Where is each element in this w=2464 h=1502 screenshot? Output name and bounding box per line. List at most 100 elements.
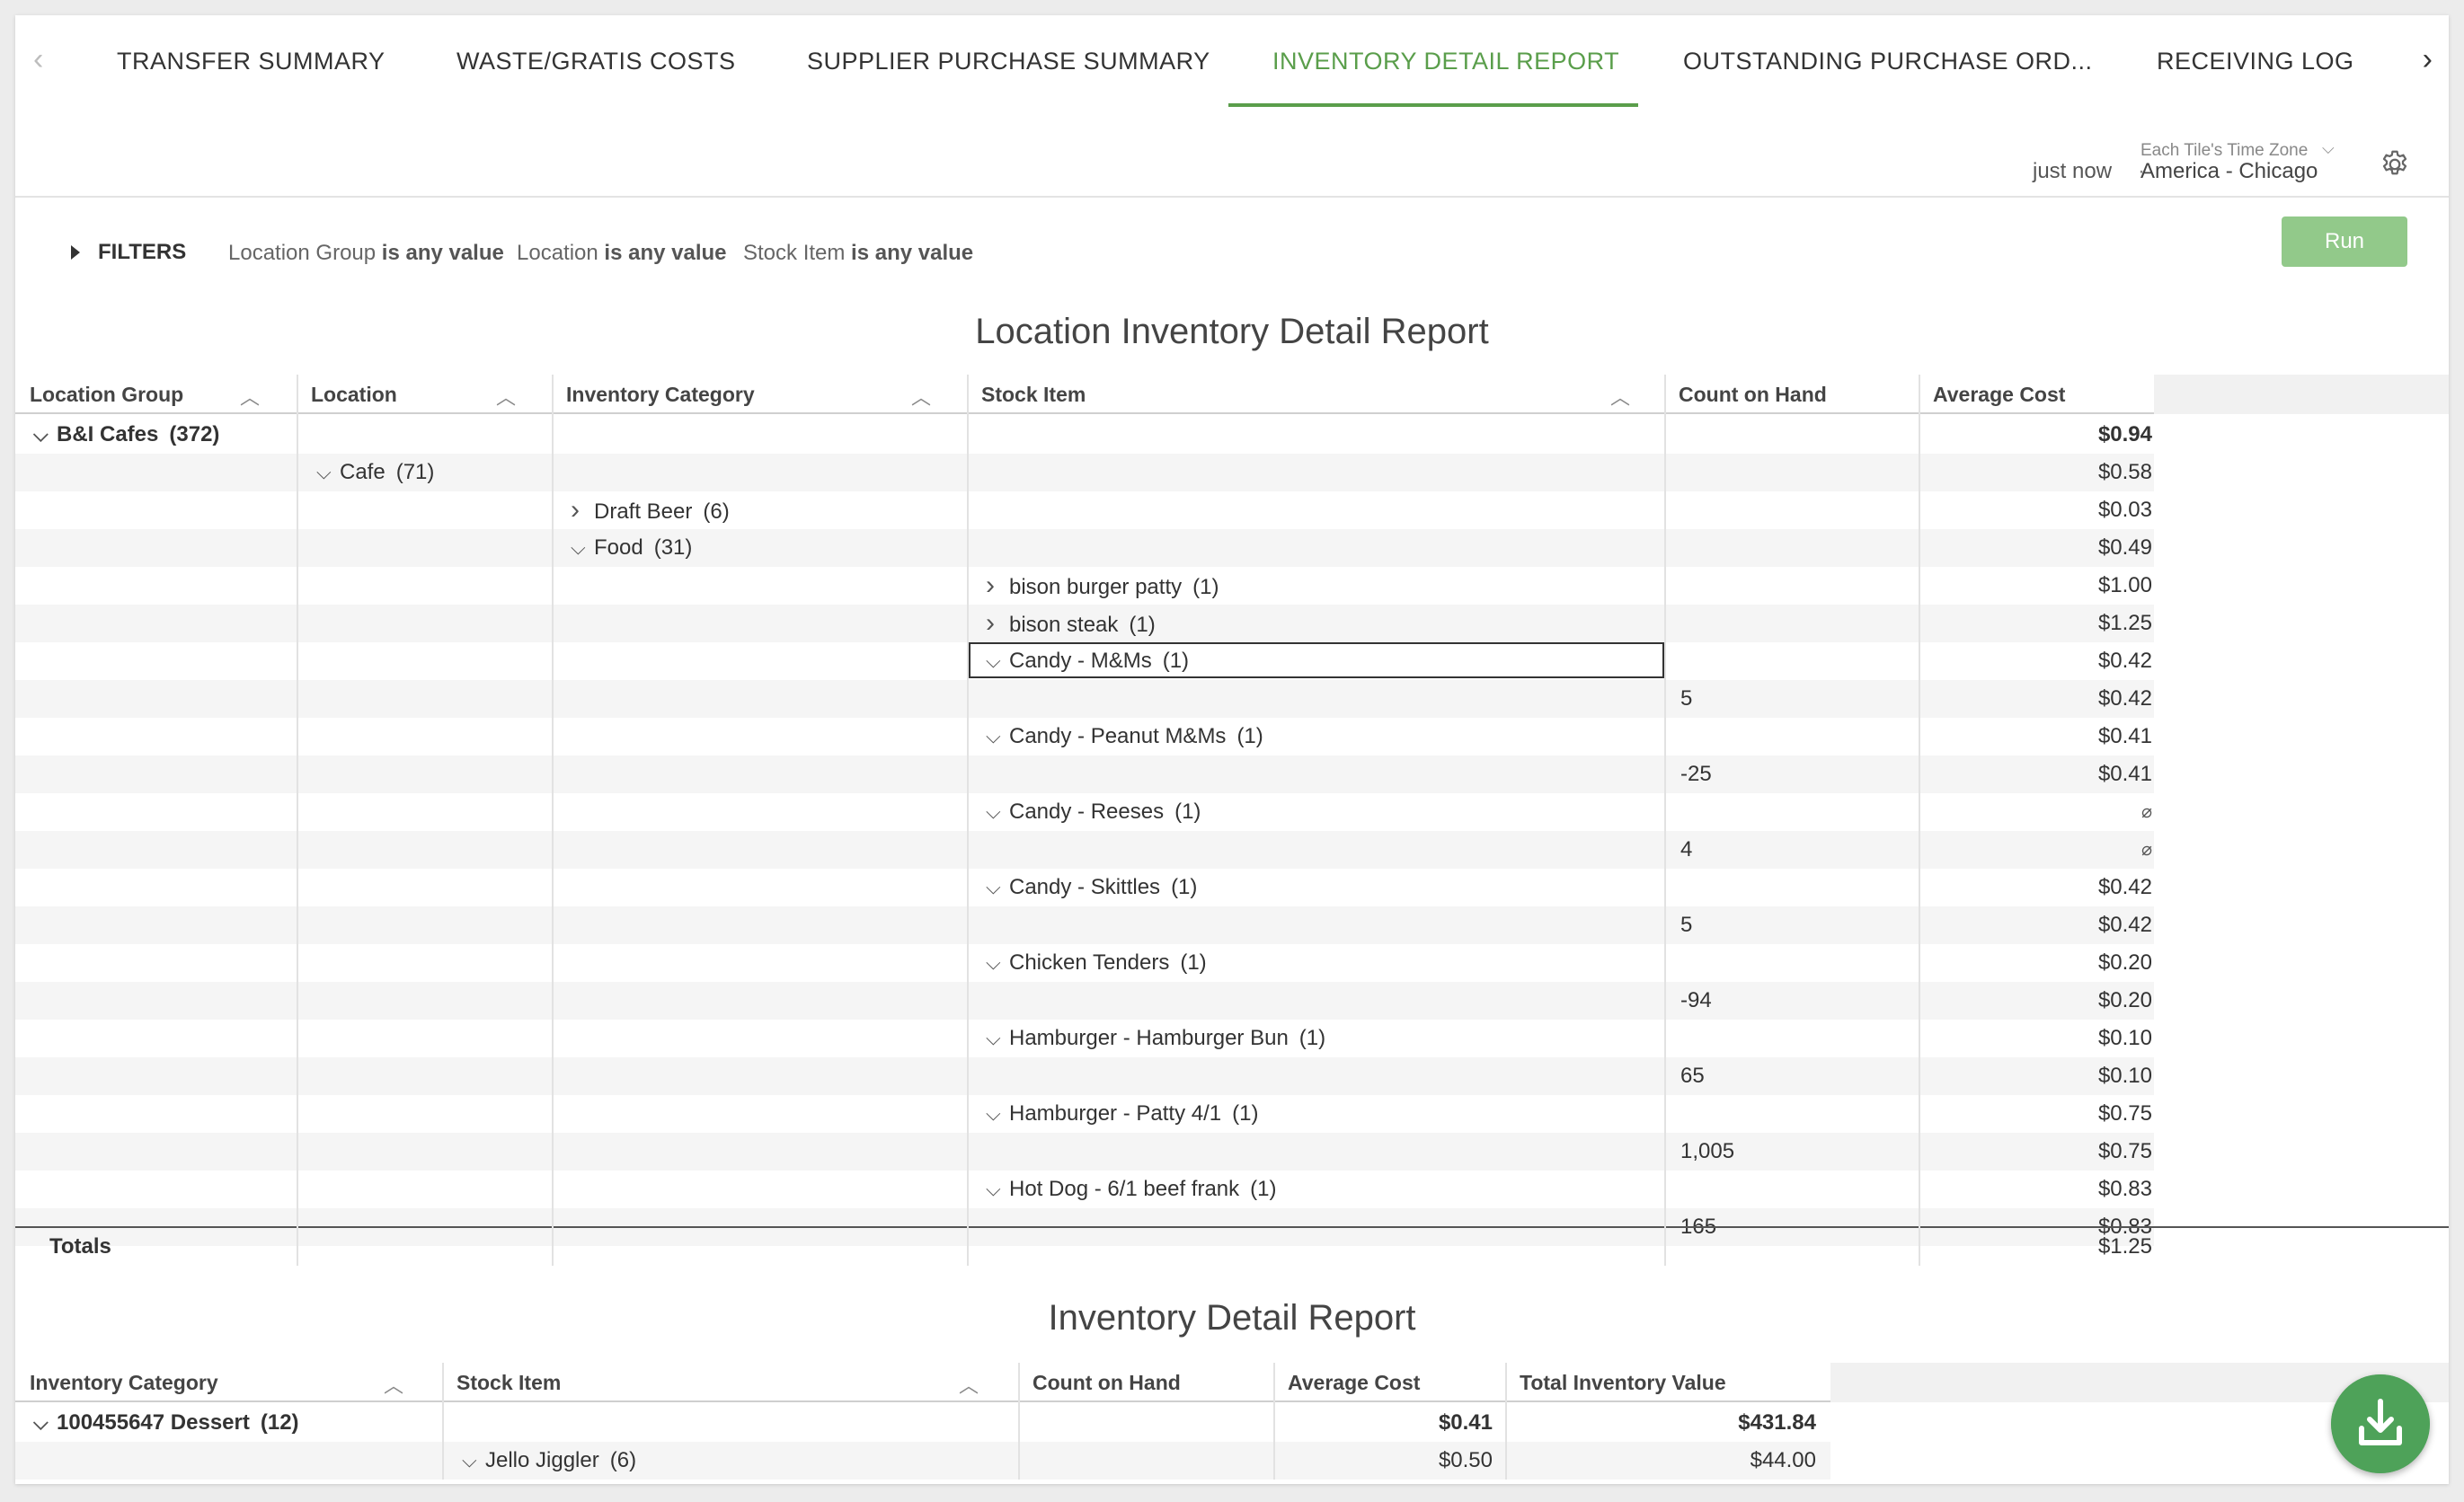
total-inventory-value: $44.00 bbox=[1750, 1448, 1816, 1472]
run-button[interactable]: Run bbox=[2282, 216, 2407, 267]
chevron-down-icon[interactable]: ⌵ bbox=[986, 1027, 1001, 1049]
col-header[interactable]: Total Inventory Value bbox=[1520, 1371, 1726, 1394]
stock-item-count: (1) bbox=[1162, 649, 1190, 673]
filter-location[interactable]: Location is any value bbox=[517, 241, 727, 265]
table-row: ⌵ Candy - Peanut M&Ms (1) $0.41 bbox=[15, 718, 2154, 755]
count-on-hand: 5 bbox=[1680, 913, 1693, 937]
chevron-down-icon[interactable]: ⌵ bbox=[986, 649, 1001, 672]
stock-item-label: Candy - Skittles bbox=[1009, 875, 1161, 899]
sort-caret-icon[interactable]: ︿ bbox=[384, 1374, 404, 1397]
sort-caret-icon[interactable]: ︿ bbox=[1610, 386, 1631, 409]
average-cost: $0.03 bbox=[2097, 498, 2152, 522]
chevron-down-icon[interactable]: ⌵ bbox=[2322, 139, 2335, 157]
table-row: ⌵ Chicken Tenders (1) $0.20 bbox=[15, 944, 2154, 982]
tab-receiving-log[interactable]: RECEIVING LOG bbox=[2157, 48, 2354, 75]
download-icon[interactable] bbox=[2331, 1374, 2430, 1473]
column-divider bbox=[1273, 1363, 1275, 1480]
tab-supplier-purchase-summary[interactable]: SUPPLIER PURCHASE SUMMARY bbox=[807, 48, 1210, 75]
tab-transfer-summary[interactable]: TRANSFER SUMMARY bbox=[117, 48, 386, 75]
stock-item-cell: › bison steak (1) bbox=[986, 605, 1651, 642]
table-row: › bison steak (1) $1.25 bbox=[15, 605, 2154, 642]
average-cost: $1.25 bbox=[2097, 611, 2152, 635]
chevron-down-icon[interactable]: ⌵ bbox=[986, 1178, 1001, 1200]
report2-title: Inventory Detail Report bbox=[1048, 1298, 1416, 1338]
filter-stock-item[interactable]: Stock Item is any value bbox=[743, 241, 974, 265]
timezone-label[interactable]: Each Tile's Time Zone bbox=[2140, 141, 2309, 160]
column-divider bbox=[552, 375, 554, 1266]
sort-caret-icon[interactable]: ︿ bbox=[240, 386, 261, 409]
table-row: -94 $0.20 bbox=[15, 982, 2154, 1020]
col-header[interactable]: Stock Item bbox=[981, 383, 1086, 406]
stock-item-count: (1) bbox=[1180, 950, 1207, 975]
table-row: 65 $0.10 bbox=[15, 1057, 2154, 1095]
table-row: ⌵ 100455647 Dessert (12) $0.41 $431.84 bbox=[15, 1404, 1830, 1442]
chevron-down-icon[interactable]: ⌵ bbox=[316, 461, 332, 483]
chevron-down-icon[interactable]: ⌵ bbox=[986, 876, 1001, 898]
col-header[interactable]: Count on Hand bbox=[1679, 383, 1827, 406]
chevron-down-icon[interactable]: ⌵ bbox=[986, 800, 1001, 823]
stock-item-label: Candy - M&Ms bbox=[1009, 649, 1152, 673]
filters-caret-icon[interactable] bbox=[71, 245, 80, 260]
chevron-down-icon[interactable]: ⌵ bbox=[986, 1102, 1001, 1125]
col-header[interactable]: Location bbox=[311, 383, 397, 406]
sort-caret-icon[interactable]: ︿ bbox=[496, 386, 517, 409]
chevron-down-icon[interactable]: ⌵ bbox=[986, 951, 1001, 974]
tab-inventory-detail-report[interactable]: INVENTORY DETAIL REPORT bbox=[1272, 48, 1620, 75]
location-cell: ⌵ Cafe (71) bbox=[316, 454, 550, 491]
tab-next-arrow-icon[interactable]: › bbox=[2422, 42, 2433, 76]
location-label: Cafe bbox=[340, 460, 386, 484]
col-header[interactable]: Location Group bbox=[30, 383, 184, 406]
selected-cell-outline bbox=[969, 642, 1664, 678]
filters-toggle[interactable]: FILTERS bbox=[98, 240, 187, 264]
chevron-down-icon[interactable]: ⌵ bbox=[33, 1411, 49, 1434]
average-cost: $1.00 bbox=[2097, 573, 2152, 597]
average-cost: $0.20 bbox=[2097, 950, 2152, 975]
gear-icon[interactable] bbox=[2379, 148, 2411, 181]
timezone-value[interactable]: America - Chicago bbox=[2140, 159, 2318, 183]
tab-prev-arrow-icon[interactable]: ‹ bbox=[33, 42, 44, 76]
category-count: (31) bbox=[653, 535, 693, 560]
col-header[interactable]: Average Cost bbox=[1933, 383, 2066, 406]
table-row: ⌵ B&I Cafes (372) $0.94 bbox=[15, 416, 2154, 454]
category-label: Draft Beer bbox=[594, 499, 693, 524]
table-row: ⌵ Jello Jiggler (6) $0.50 $44.00 bbox=[15, 1442, 1830, 1480]
filter-location-group[interactable]: Location Group is any value bbox=[228, 241, 504, 265]
average-cost: $0.50 bbox=[1438, 1448, 1493, 1472]
stock-item-count: (1) bbox=[1250, 1177, 1277, 1201]
stock-item-cell: ⌵ Hamburger - Patty 4/1 (1) bbox=[986, 1095, 1651, 1133]
chevron-right-icon[interactable]: › bbox=[986, 570, 995, 600]
chevron-right-icon[interactable]: › bbox=[571, 495, 580, 525]
stock-item-cell: › bison burger patty (1) bbox=[986, 567, 1651, 605]
col-header[interactable]: Average Cost bbox=[1288, 1371, 1421, 1394]
sort-caret-icon[interactable]: ︿ bbox=[911, 386, 932, 409]
table-row: › bison burger patty (1) $1.00 bbox=[15, 567, 2154, 605]
chevron-down-icon[interactable]: ⌵ bbox=[33, 423, 49, 446]
col-header[interactable]: Inventory Category bbox=[566, 383, 755, 406]
table-row: 1,005 $0.75 bbox=[15, 1133, 2154, 1171]
count-on-hand: 65 bbox=[1680, 1064, 1705, 1088]
average-cost: $0.41 bbox=[2097, 724, 2152, 748]
stock-item-cell: ⌵ Hamburger - Hamburger Bun (1) bbox=[986, 1020, 1651, 1057]
category-label: Food bbox=[594, 535, 643, 560]
chevron-down-icon[interactable]: ⌵ bbox=[986, 725, 1001, 747]
chevron-right-icon[interactable]: › bbox=[986, 608, 995, 638]
chevron-down-icon[interactable]: ⌵ bbox=[462, 1449, 477, 1471]
average-cost: $0.58 bbox=[2097, 460, 2152, 484]
col-header[interactable]: Stock Item bbox=[456, 1371, 562, 1394]
stock-item-count: (1) bbox=[1192, 575, 1219, 599]
sort-caret-icon[interactable]: ︿ bbox=[959, 1374, 979, 1397]
stock-item-count: (1) bbox=[1129, 613, 1156, 637]
col-header[interactable]: Count on Hand bbox=[1033, 1371, 1181, 1394]
tab-bar: ‹ TRANSFER SUMMARY WASTE/GRATIS COSTS SU… bbox=[15, 15, 2449, 107]
stock-item-cell: ⌵ Chicken Tenders (1) bbox=[986, 944, 1651, 982]
stock-item-count: (1) bbox=[1298, 1026, 1326, 1050]
tab-waste-gratis-costs[interactable]: WASTE/GRATIS COSTS bbox=[456, 48, 736, 75]
average-cost: $0.20 bbox=[2097, 988, 2152, 1012]
chevron-down-icon[interactable]: ⌵ bbox=[571, 536, 586, 559]
col-header[interactable]: Inventory Category bbox=[30, 1371, 218, 1394]
count-on-hand: 4 bbox=[1680, 837, 1693, 861]
group-count: (372) bbox=[169, 422, 220, 446]
column-divider bbox=[1919, 375, 1920, 1266]
table-row: ⌵ Candy - M&Ms (1) $0.42 bbox=[15, 642, 2154, 680]
tab-outstanding-purchase-orders[interactable]: OUTSTANDING PURCHASE ORD... bbox=[1683, 48, 2093, 75]
